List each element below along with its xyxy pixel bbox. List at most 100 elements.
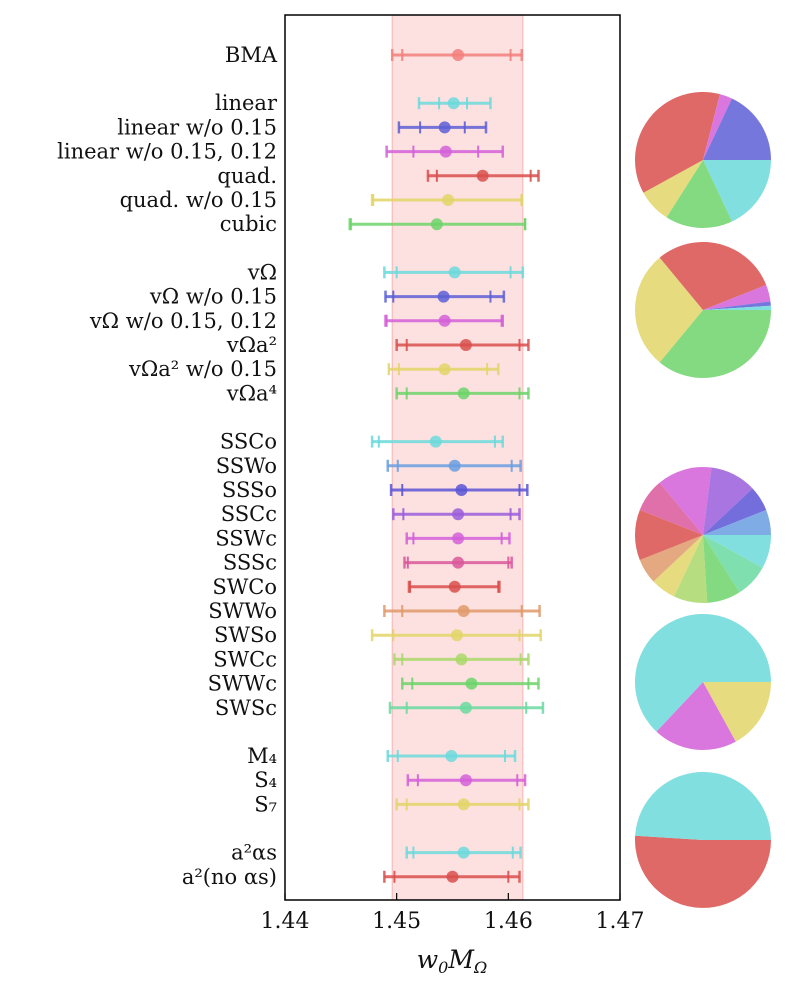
central-value-marker	[448, 266, 461, 279]
central-value-marker	[455, 484, 468, 496]
pie-slice	[666, 160, 732, 228]
row-label: vΩa²	[226, 333, 277, 357]
central-value-marker	[438, 363, 451, 376]
central-value-marker	[430, 218, 443, 231]
central-value-marker	[457, 846, 470, 859]
row-label: vΩ	[247, 260, 277, 284]
row-label: linear w/o 0.15	[117, 115, 277, 139]
x-axis-title: w0MΩ	[417, 945, 487, 977]
row-label: SSSo	[222, 478, 277, 502]
central-value-marker	[465, 677, 478, 690]
row-label: SWSo	[214, 623, 277, 647]
x-tick-label: 1.47	[596, 909, 645, 934]
central-value-marker	[450, 629, 463, 642]
row-label: SWWc	[208, 672, 277, 696]
row-label: SWWo	[208, 599, 277, 623]
central-value-marker	[452, 49, 465, 61]
row-label: SSWo	[216, 454, 277, 478]
central-value-marker	[476, 169, 489, 182]
pie-slice	[659, 242, 767, 310]
row-label: SSCc	[221, 502, 277, 526]
row-label: SWCo	[212, 575, 277, 599]
row-label: vΩ w/o 0.15	[149, 285, 277, 309]
row-label: S₇	[254, 792, 277, 816]
x-tick-label: 1.45	[372, 909, 421, 934]
pie-slice	[703, 535, 771, 568]
errorbar-group	[348, 49, 545, 883]
pie-group	[634, 92, 772, 908]
pie-slice	[703, 467, 753, 535]
pie-slice	[635, 92, 720, 193]
pie-slice	[703, 305, 771, 310]
row-label: vΩ w/o 0.15, 0.12	[89, 309, 277, 333]
pie-slice	[659, 467, 712, 535]
pie-slice	[703, 535, 740, 603]
central-value-marker	[452, 556, 465, 569]
pie-slice	[643, 160, 703, 218]
pie-slice	[635, 509, 703, 561]
pie-slice	[703, 682, 771, 742]
central-value-marker	[459, 774, 472, 787]
central-value-marker	[446, 870, 459, 883]
pie-slice	[639, 482, 703, 535]
row-label: BMA	[225, 43, 278, 67]
pie-slice	[703, 488, 767, 535]
row-label: a²αs	[231, 841, 277, 865]
x-tick-label: 1.46	[484, 909, 533, 934]
pie-slice	[703, 509, 771, 535]
x-tick-label: 1.44	[261, 909, 310, 934]
pie-slice	[635, 835, 771, 908]
row-label: vΩa² w/o 0.15	[128, 357, 277, 381]
pie-slice	[703, 535, 763, 593]
pie-slice	[653, 535, 703, 597]
row-label: linear	[215, 91, 278, 115]
pie-slice	[703, 284, 771, 310]
pie-slice	[703, 94, 732, 160]
central-value-marker	[457, 387, 470, 400]
central-value-marker	[448, 459, 461, 472]
central-value-marker	[459, 339, 472, 351]
central-value-marker	[438, 314, 451, 327]
pie-slice	[656, 682, 736, 751]
pie-slice	[659, 310, 771, 378]
central-value-marker	[442, 194, 455, 206]
central-value-marker	[439, 145, 452, 158]
central-value-marker	[457, 605, 470, 617]
central-value-marker	[452, 532, 465, 545]
pie-slice	[703, 301, 771, 310]
confidence-band	[391, 14, 524, 901]
pie-slice	[634, 614, 771, 732]
row-label: cubic	[220, 212, 277, 236]
row-label: M₄	[247, 744, 277, 768]
central-value-marker	[429, 435, 442, 448]
row-label: a²(no αs)	[182, 865, 277, 889]
plot-frame	[284, 14, 621, 901]
pie-slice	[703, 160, 771, 222]
central-value-marker	[448, 580, 461, 593]
x-axis: 1.44 1.45 1.46 1.47	[261, 893, 645, 934]
central-value-marker	[452, 508, 465, 521]
central-value-marker	[459, 701, 472, 714]
row-label: linear w/o 0.15, 0.12	[57, 140, 277, 164]
central-value-marker	[445, 750, 458, 762]
central-value-marker	[438, 121, 451, 134]
row-label: SSSc	[223, 551, 277, 575]
row-label: vΩa⁴	[226, 381, 277, 405]
row-label: SWCc	[213, 647, 277, 671]
pie-slice	[635, 257, 703, 363]
row-label: quad.	[217, 164, 277, 188]
central-value-marker	[447, 97, 460, 110]
central-value-marker	[437, 290, 450, 303]
row-label: SWSc	[215, 696, 277, 720]
row-label: SSCo	[220, 430, 277, 454]
pie-slice	[635, 771, 772, 840]
central-value-marker	[455, 653, 468, 666]
central-value-marker	[457, 798, 470, 811]
row-label: S₄	[254, 768, 277, 792]
pie-slice	[703, 98, 771, 160]
pie-slice	[639, 535, 703, 582]
row-label: SSWc	[215, 526, 277, 550]
pie-slice	[674, 535, 708, 604]
